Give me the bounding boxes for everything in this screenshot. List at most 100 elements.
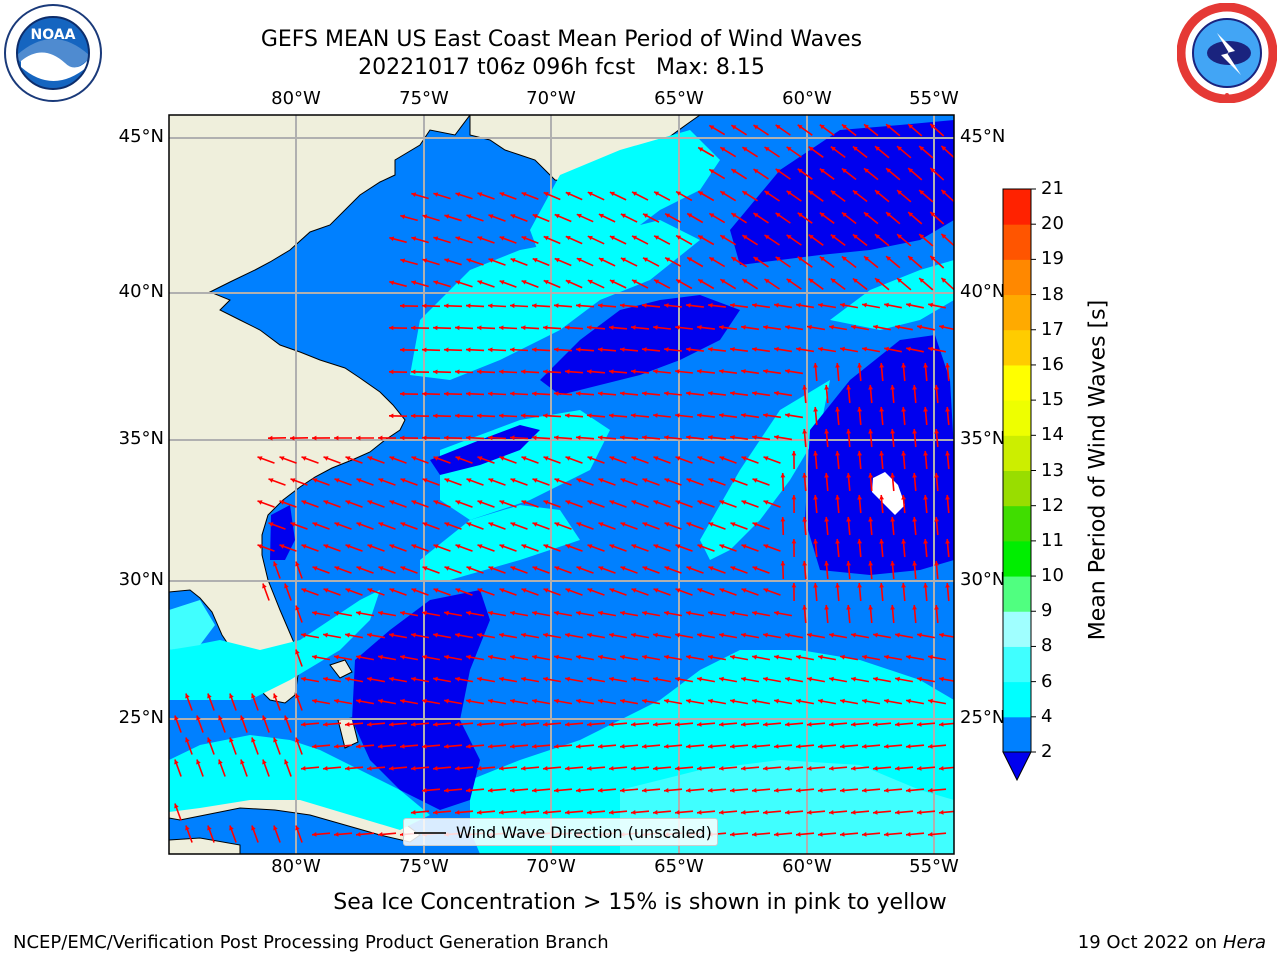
wind-wave-arrowhead bbox=[835, 407, 840, 412]
wind-wave-arrowhead bbox=[791, 539, 797, 544]
wind-wave-arrowhead bbox=[367, 676, 372, 682]
wind-wave-arrowhead bbox=[752, 303, 757, 308]
colorbar-segment bbox=[1003, 576, 1031, 612]
wind-wave-arrowhead bbox=[367, 456, 373, 461]
colorbar-segment bbox=[1003, 540, 1031, 577]
wind-wave-arrowhead bbox=[763, 544, 769, 549]
wind-wave-arrowhead bbox=[290, 435, 295, 441]
wind-wave-arrowhead bbox=[791, 495, 797, 500]
lat-label-left: 40°N bbox=[118, 281, 164, 302]
wind-wave-arrowhead bbox=[818, 302, 823, 308]
wind-wave-arrowhead bbox=[786, 278, 792, 284]
wind-wave-arrowhead bbox=[587, 588, 593, 593]
wind-wave-arrowhead bbox=[774, 832, 779, 837]
wind-wave-arrowhead bbox=[919, 146, 925, 151]
wind-wave-arrowhead bbox=[284, 583, 289, 589]
wind-wave-arrowhead bbox=[631, 369, 636, 374]
wind-wave-arrowhead bbox=[334, 744, 339, 749]
wind-wave-arrowhead bbox=[345, 500, 351, 505]
wind-wave-arrowhead bbox=[763, 676, 768, 682]
wind-wave-arrowhead bbox=[576, 788, 581, 793]
wind-wave-arrowhead bbox=[587, 722, 592, 727]
wind-wave-arrowhead bbox=[488, 347, 493, 353]
wind-wave-arrowhead bbox=[875, 278, 880, 283]
wind-wave-arrowhead bbox=[532, 478, 538, 483]
wind-wave-arrowhead bbox=[510, 610, 515, 616]
wind-wave-arrowhead bbox=[890, 429, 895, 434]
wind-wave-arrowhead bbox=[543, 192, 549, 197]
wind-wave-arrowhead bbox=[356, 610, 361, 616]
wind-wave-arrowhead bbox=[620, 435, 625, 440]
wind-wave-arrowhead bbox=[433, 722, 438, 727]
wind-wave-arrowhead bbox=[890, 561, 895, 566]
wind-wave-arrowhead bbox=[797, 124, 803, 130]
wind-wave-arrowhead bbox=[945, 363, 950, 368]
wind-wave-arrowhead bbox=[521, 500, 527, 505]
wind-wave-arrowhead bbox=[897, 278, 902, 283]
wind-wave-arrowhead bbox=[774, 434, 779, 440]
wind-wave-arrowhead bbox=[785, 368, 790, 374]
wind-wave-arrowhead bbox=[609, 413, 614, 418]
wind-wave-arrowhead bbox=[934, 561, 939, 566]
wind-wave-arrowhead bbox=[455, 236, 461, 241]
wind-wave-arrowhead bbox=[334, 435, 339, 441]
wind-wave-arrowhead bbox=[576, 698, 581, 704]
nws-logo bbox=[1177, 3, 1277, 103]
wind-wave-arrowhead bbox=[675, 588, 681, 593]
wind-wave-arrowhead bbox=[312, 698, 317, 704]
wind-wave-arrowhead bbox=[620, 347, 625, 352]
wind-wave-arrowhead bbox=[609, 676, 614, 682]
wind-wave-arrowhead bbox=[312, 744, 317, 749]
wind-wave-arrowhead bbox=[897, 146, 902, 151]
wind-wave-arrowhead bbox=[411, 236, 417, 241]
wind-wave-arrowhead bbox=[807, 722, 812, 727]
wind-wave-arrowhead bbox=[653, 632, 658, 638]
wind-wave-arrowhead bbox=[841, 168, 847, 174]
wind-wave-arrowhead bbox=[367, 722, 372, 727]
wind-wave-arrowhead bbox=[510, 391, 515, 397]
wind-wave-arrowhead bbox=[444, 435, 449, 441]
wind-wave-arrowhead bbox=[400, 522, 406, 527]
wind-wave-arrowhead bbox=[422, 698, 427, 704]
wind-wave-arrowhead bbox=[719, 325, 724, 330]
wind-wave-arrowhead bbox=[389, 456, 395, 461]
wind-wave-arrowhead bbox=[642, 347, 647, 352]
wind-wave-arrowhead bbox=[775, 212, 781, 218]
wind-wave-arrowhead bbox=[941, 233, 947, 239]
wind-wave-arrowhead bbox=[835, 451, 840, 456]
wind-wave-arrowhead bbox=[741, 325, 746, 330]
wind-wave-arrowhead bbox=[598, 788, 603, 793]
wind-wave-arrowhead bbox=[488, 744, 493, 749]
wind-wave-arrowhead bbox=[389, 588, 395, 593]
wind-wave-arrowhead bbox=[908, 212, 914, 217]
wind-wave-arrowhead bbox=[879, 539, 884, 544]
wind-wave-arrowhead bbox=[587, 456, 593, 461]
wind-wave-arrowhead bbox=[873, 766, 878, 771]
lat-label-left: 25°N bbox=[118, 707, 164, 728]
wind-wave-arrowhead bbox=[868, 385, 873, 390]
wind-wave-arrowhead bbox=[886, 212, 891, 217]
wind-wave-arrowhead bbox=[675, 766, 680, 771]
wind-wave-arrowhead bbox=[774, 390, 779, 396]
wind-wave-arrowhead bbox=[875, 146, 880, 151]
wind-wave-arrowhead bbox=[930, 124, 936, 129]
wind-wave-arrowhead bbox=[846, 517, 851, 522]
wind-wave-arrowhead bbox=[653, 588, 659, 593]
wind-wave-arrowhead bbox=[764, 147, 770, 152]
wind-wave-arrowhead bbox=[939, 676, 944, 682]
colorbar-tick-label: 19 bbox=[1041, 248, 1064, 270]
wind-wave-arrowhead bbox=[906, 654, 911, 660]
wind-wave-arrowhead bbox=[675, 369, 680, 374]
wind-wave-arrowhead bbox=[939, 324, 944, 330]
wind-wave-arrowhead bbox=[631, 544, 637, 549]
wind-wave-arrowhead bbox=[730, 391, 735, 396]
wind-wave-arrowhead bbox=[598, 213, 604, 219]
wind-wave-arrowhead bbox=[499, 456, 505, 461]
wind-wave-arrowhead bbox=[835, 583, 840, 588]
wind-wave-arrowhead bbox=[642, 788, 647, 793]
wind-wave-arrowhead bbox=[698, 191, 704, 196]
wind-wave-arrowhead bbox=[752, 610, 757, 616]
wind-wave-arrowhead bbox=[868, 429, 873, 434]
map-area bbox=[169, 115, 954, 854]
wind-wave-arrowhead bbox=[676, 279, 682, 284]
